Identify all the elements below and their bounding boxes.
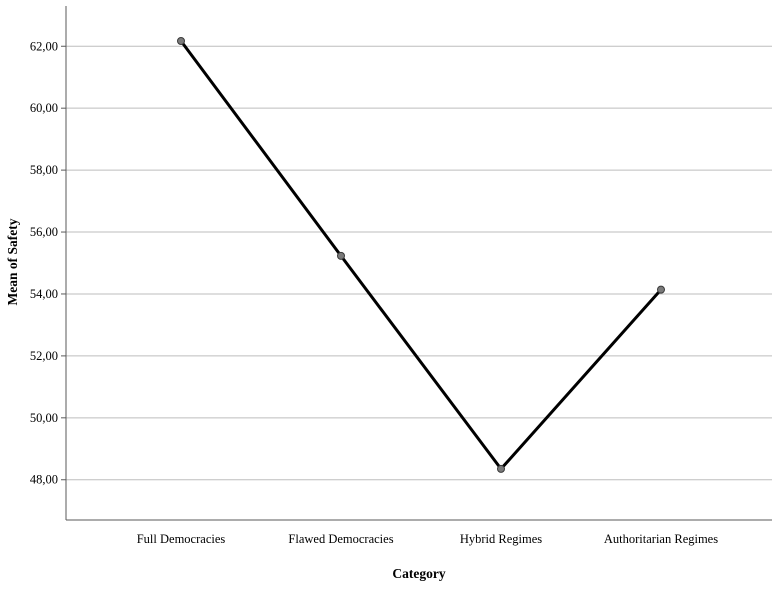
data-point bbox=[497, 464, 505, 473]
x-tick-label: Full Democracies bbox=[137, 532, 226, 546]
data-point bbox=[177, 36, 185, 45]
y-tick-label: 54,00 bbox=[30, 287, 58, 301]
x-tick-label: Authoritarian Regimes bbox=[604, 532, 718, 546]
x-tick-label: Flawed Democracies bbox=[288, 532, 393, 546]
y-tick-label: 58,00 bbox=[30, 163, 58, 177]
y-tick-label: 50,00 bbox=[30, 411, 58, 425]
y-tick-label: 52,00 bbox=[30, 349, 58, 363]
y-tick-label: 48,00 bbox=[30, 473, 58, 487]
data-point bbox=[337, 251, 345, 260]
y-tick-label: 62,00 bbox=[30, 39, 58, 53]
axes bbox=[65, 6, 772, 521]
y-tick-labels: 48,00 50,00 52,00 54,00 56,00 58,00 60,00 62,00 bbox=[30, 39, 66, 487]
series-line bbox=[179, 39, 663, 471]
x-tick-labels: Full Democracies Flawed Democracies Hybrid… bbox=[137, 532, 718, 546]
gridlines bbox=[66, 45, 772, 481]
x-axis-title: Category bbox=[392, 566, 445, 581]
y-tick-label: 56,00 bbox=[30, 225, 58, 239]
y-axis-title: Mean of Safety bbox=[5, 218, 20, 305]
data-point bbox=[657, 285, 665, 294]
y-tick-label: 60,00 bbox=[30, 101, 58, 115]
x-tick-label: Hybrid Regimes bbox=[460, 532, 542, 546]
series bbox=[177, 36, 665, 473]
